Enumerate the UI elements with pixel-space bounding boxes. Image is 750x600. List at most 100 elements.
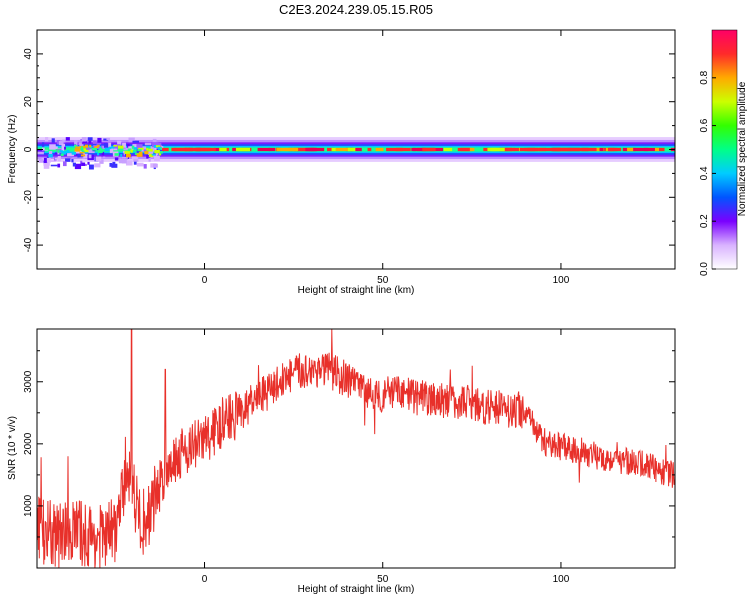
spectrogram-noise-cell	[155, 152, 159, 157]
spectrogram-noise-cell	[77, 153, 84, 158]
spectrogram-noise-cell	[127, 143, 130, 148]
spectrogram-noise-cell	[65, 137, 70, 141]
spectrogram-y-tick-label: 20	[23, 96, 34, 108]
spectrogram-noise-cell	[117, 140, 122, 146]
spectrogram-y-label: Frequency (Hz)	[7, 115, 18, 184]
spectrogram-hotspot	[173, 147, 190, 152]
spectrogram-noise-cell	[109, 148, 114, 154]
spectrogram-noise-cell	[80, 149, 84, 152]
spectrogram-noise-cell	[66, 147, 71, 150]
spectrogram-noise-cell	[111, 163, 118, 168]
spectrogram-hotspot	[607, 147, 622, 152]
snr-x-label: Height of straight line (km)	[298, 584, 415, 595]
spectrogram-noise-cell	[148, 148, 153, 152]
spectrogram-hotspot	[235, 147, 251, 152]
spectrogram-noise-cell	[148, 157, 151, 162]
spectrogram-noise-cell	[120, 154, 123, 158]
spectrogram-noise-cell	[87, 161, 90, 165]
spectrogram-noise-cell	[80, 160, 83, 167]
spectrogram-noise-cell	[127, 148, 132, 152]
spectrogram-noise-cell	[114, 153, 120, 156]
spectrogram-y-tick-label: -20	[23, 190, 34, 205]
spectrogram-noise-cell	[89, 144, 92, 148]
colorbar-tick-label: 0.0	[699, 262, 710, 276]
spectrogram-hotspot	[489, 147, 505, 152]
spectrogram-y-tick-label: 40	[23, 48, 34, 60]
snr-x-tick-label: 100	[553, 574, 570, 585]
spectrogram-noise-cell	[62, 139, 66, 143]
spectrogram-noise-cell	[117, 145, 124, 149]
spectrogram-noise-cell	[101, 151, 105, 156]
spectrogram-noise-cell	[97, 137, 102, 143]
spectrogram-noise-cell	[84, 149, 89, 153]
spectrogram-noise-cell	[58, 140, 64, 146]
spectrogram-noise-cell	[158, 153, 162, 156]
spectrogram-noise-cell	[62, 161, 67, 167]
spectrogram-hotspot	[268, 147, 276, 152]
spectrogram-noise-cell	[136, 162, 144, 167]
spectrogram-noise-cell	[87, 137, 93, 141]
spectrogram-noise-cell	[112, 161, 116, 166]
spectrogram-noise-cell	[88, 164, 94, 170]
spectrogram-noise-cell	[84, 153, 88, 159]
spectrogram-noise-cell	[65, 158, 71, 162]
spectrogram-noise-cell	[138, 147, 144, 151]
spectrogram-hotspot	[214, 147, 222, 152]
spectrogram-noise-cell	[143, 149, 148, 152]
spectrogram-noise-cell	[143, 164, 147, 169]
spectrogram-noise-cell	[159, 148, 164, 152]
spectrogram-noise-cell	[49, 160, 56, 162]
spectrogram-noise-cell	[118, 158, 124, 164]
spectrogram-noise-cell	[133, 147, 137, 150]
spectrogram-x-label: Height of straight line (km)	[298, 285, 415, 296]
spectrogram-hotspot	[599, 147, 604, 152]
spectrogram-noise-cell	[132, 140, 140, 143]
spectrogram-noise-cell	[86, 147, 90, 150]
colorbar	[711, 29, 738, 270]
spectrogram-noise-cell	[37, 149, 45, 152]
spectrogram-hotspot	[331, 147, 336, 152]
spectrogram-noise-cell	[37, 150, 44, 155]
colorbar-tick-label: 0.4	[699, 166, 710, 180]
spectrogram-noise-cell	[79, 151, 85, 154]
spectrogram-noise-cell	[57, 151, 60, 155]
spectrogram-hotspot	[654, 147, 660, 152]
spectrogram-noise-cell	[108, 147, 112, 150]
spectrogram-noise-cell	[56, 139, 61, 145]
colorbar-tick-label: 0.6	[699, 118, 710, 132]
spectrogram-noise-cell	[96, 141, 102, 145]
spectrogram-noise-cell	[83, 148, 86, 151]
spectrogram-noise-cell	[57, 163, 61, 168]
spectrogram-noise-cell	[57, 149, 60, 153]
spectrogram-hotspot	[422, 147, 436, 152]
spectrogram-noise-cell	[104, 147, 110, 152]
spectrogram-noise-cell	[44, 147, 49, 150]
spectrogram-noise-cell	[136, 153, 143, 157]
spectrogram-hotspot	[674, 147, 675, 152]
spectrogram-noise-cell	[124, 150, 130, 154]
spectrogram-x-tick-label: 100	[553, 275, 570, 286]
spectrogram-y-tick-label: -40	[23, 237, 34, 252]
spectrogram-hotspot	[347, 147, 353, 152]
colorbar-ticks: 0.0 0.2 0.4 0.6 0.8	[699, 70, 716, 276]
spectrogram-noise-cell	[122, 142, 126, 148]
spectrogram-hotspot	[395, 147, 411, 152]
spectrogram-noise-cell	[75, 151, 81, 156]
spectrogram-hotspot	[284, 147, 299, 152]
spectrogram-noise-cell	[71, 152, 77, 155]
spectrogram-noise-cell	[125, 160, 133, 166]
spectrogram-noise-cell	[155, 145, 161, 148]
spectrogram-noise-cell	[65, 143, 71, 146]
spectrogram-noise-cell	[128, 137, 135, 143]
spectrogram-noise-cell	[123, 147, 129, 150]
spectrogram-noise-cell	[57, 156, 61, 162]
spectrogram-noise-cell	[126, 153, 131, 158]
spectrogram-noise-cell	[94, 163, 101, 168]
spectrogram-hotspot	[162, 147, 169, 152]
spectrogram-noise-cell	[158, 146, 161, 150]
spectrogram-hotspot	[367, 147, 372, 152]
spectrogram-noise-cell	[66, 149, 70, 153]
spectrogram-noise-cell	[48, 153, 53, 158]
spectrogram-noise-cell	[72, 162, 76, 167]
